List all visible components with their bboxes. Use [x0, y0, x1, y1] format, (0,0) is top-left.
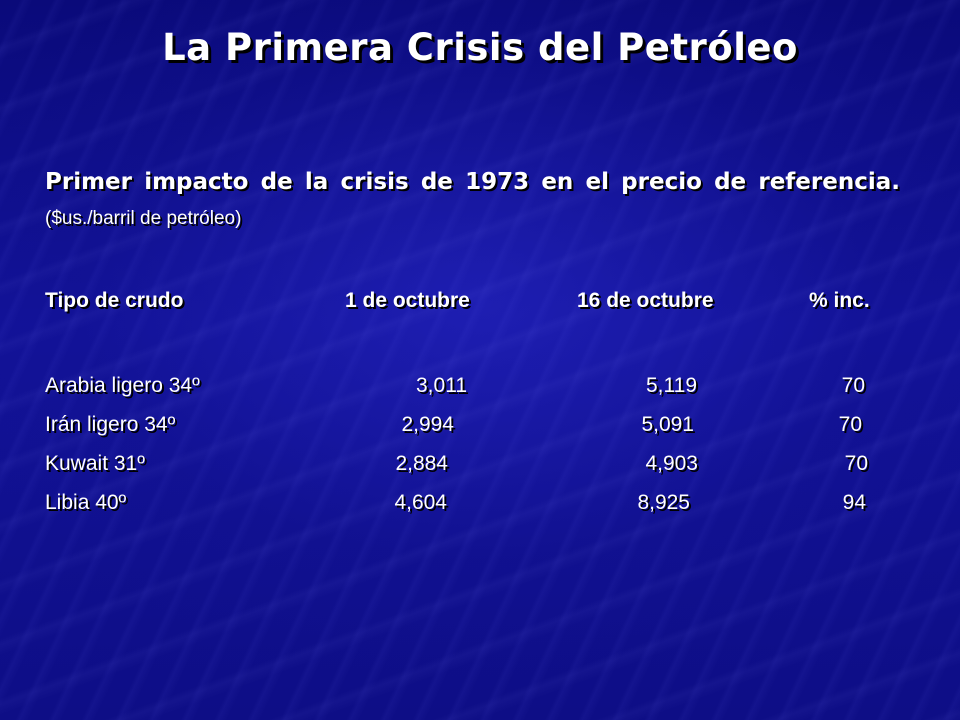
- cell-tipo: Kuwait 31º: [45, 452, 145, 475]
- header-1-de-octubre: 1 de octubre: [345, 289, 470, 312]
- cell-oct1: 3,011: [416, 374, 467, 397]
- slide-title: La Primera Crisis del Petróleo: [162, 26, 798, 69]
- table-row: Irán ligero 34º 2,994 5,091 70: [45, 413, 915, 452]
- table-row: Kuwait 31º 2,884 4,903 70: [45, 452, 915, 491]
- header-porcentaje-incremento: % inc.: [809, 289, 870, 312]
- cell-inc: 94: [842, 491, 866, 514]
- table-body: Arabia ligero 34º 3,011 5,119 70 Irán li…: [45, 374, 915, 530]
- cell-oct1: 2,884: [395, 452, 448, 475]
- table-header: Tipo de crudo 1 de octubre 16 de octubre…: [45, 289, 915, 323]
- cell-oct16: 4,903: [645, 452, 698, 475]
- cell-tipo: Irán ligero 34º: [45, 413, 176, 436]
- cell-inc: 70: [841, 374, 865, 397]
- cell-tipo: Arabia ligero 34º: [45, 374, 200, 397]
- header-tipo-de-crudo: Tipo de crudo: [45, 289, 184, 312]
- cell-oct16: 5,091: [641, 413, 694, 436]
- header-16-de-octubre: 16 de octubre: [577, 289, 714, 312]
- cell-inc: 70: [844, 452, 868, 475]
- intro-main-text: Primer impacto de la crisis de 1973 en e…: [45, 169, 900, 195]
- intro-unit-note: ($us./barril de petróleo): [45, 208, 242, 229]
- table-row: Arabia ligero 34º 3,011 5,119 70: [45, 374, 915, 413]
- cell-oct1: 2,994: [401, 413, 454, 436]
- table-row: Libia 40º 4,604 8,925 94: [45, 491, 915, 530]
- cell-tipo: Libia 40º: [45, 491, 127, 514]
- cell-inc: 70: [838, 413, 862, 436]
- cell-oct1: 4,604: [394, 491, 447, 514]
- intro-paragraph: Primer impacto de la crisis de 1973 en e…: [45, 165, 900, 236]
- cell-oct16: 5,119: [646, 374, 697, 397]
- cell-oct16: 8,925: [637, 491, 690, 514]
